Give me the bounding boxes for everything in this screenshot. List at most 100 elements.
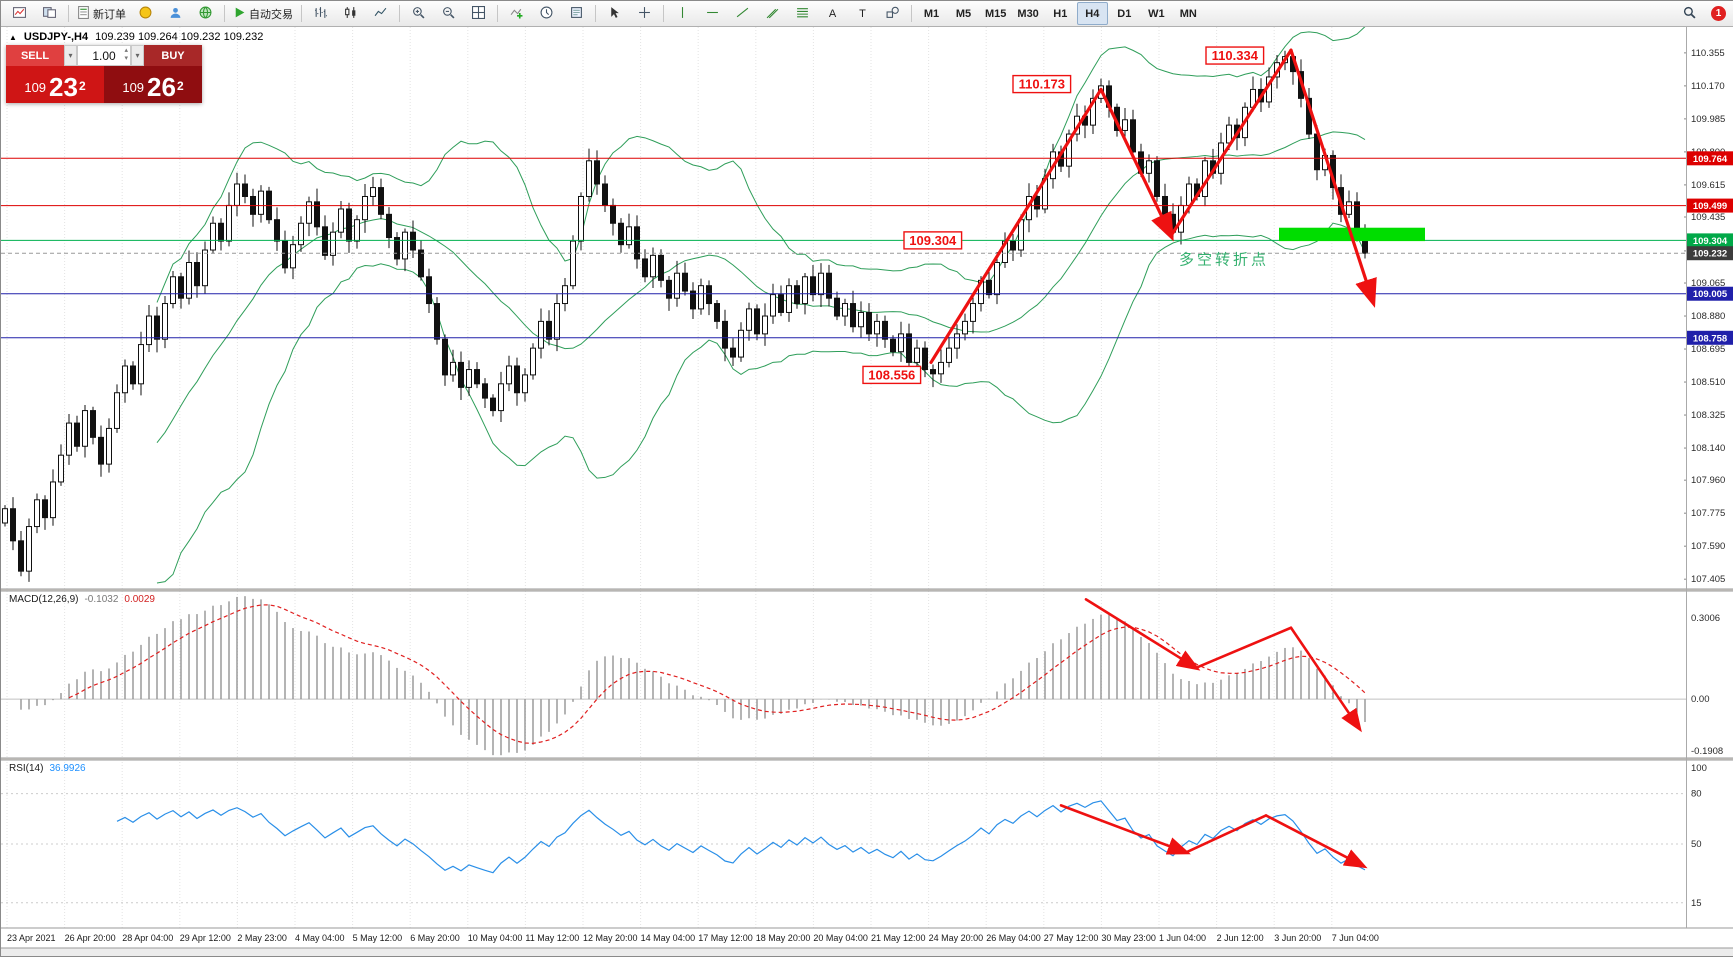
svg-text:109.615: 109.615: [1691, 180, 1725, 191]
notification-badge[interactable]: 1: [1711, 6, 1726, 21]
zoom-out-icon: [442, 6, 455, 22]
buy-price[interactable]: 109 26 2: [104, 66, 202, 103]
deposit-button[interactable]: [131, 2, 160, 25]
symbol-marker-icon: ▲: [9, 32, 17, 42]
tf-h1[interactable]: H1: [1045, 2, 1076, 25]
svg-text:108.556: 108.556: [868, 367, 915, 382]
tile-windows-button[interactable]: [464, 2, 493, 25]
candle-chart-button[interactable]: [336, 2, 365, 25]
macd-value-signal: 0.0029: [124, 594, 155, 605]
button-label: H1: [1053, 7, 1068, 20]
indicators-button[interactable]: [502, 2, 531, 25]
new-order-button[interactable]: 新订单: [73, 2, 130, 25]
svg-text:110.355: 110.355: [1691, 48, 1725, 59]
coin-icon: [139, 6, 152, 22]
trendline-button[interactable]: [728, 2, 757, 25]
community-button[interactable]: [161, 2, 190, 25]
line-chart-button[interactable]: [366, 2, 395, 25]
zoom-in-button[interactable]: [404, 2, 433, 25]
sell-price[interactable]: 109 23 2: [6, 66, 104, 103]
svg-text:2 Jun 12:00: 2 Jun 12:00: [1217, 933, 1264, 943]
tf-d1[interactable]: D1: [1109, 2, 1140, 25]
vertical-line-button[interactable]: [668, 2, 697, 25]
buy-dropdown[interactable]: ▾: [131, 45, 144, 66]
svg-text:-0.1908: -0.1908: [1691, 746, 1723, 757]
sell-dropdown[interactable]: ▾: [64, 45, 77, 66]
text-label-button[interactable]: T: [848, 2, 877, 25]
symbol-ohlc: 109.239 109.264 109.232 109.232: [95, 31, 264, 43]
button-label: 自动交易: [249, 8, 293, 21]
price-badge: [1687, 151, 1733, 166]
shapes-button[interactable]: [878, 2, 907, 25]
lot-decrease-button[interactable]: ▾: [124, 55, 128, 62]
tf-h4[interactable]: H4: [1076, 2, 1108, 25]
periods-button[interactable]: [532, 2, 561, 25]
fibonacci-button[interactable]: [788, 2, 817, 25]
svg-text:109.065: 109.065: [1691, 278, 1725, 289]
button-label: T: [859, 7, 866, 20]
button-label: M15: [985, 7, 1007, 20]
price-axis[interactable]: 110.355110.170109.985109.800109.615109.4…: [1684, 27, 1733, 928]
svg-text:14 May 04:00: 14 May 04:00: [641, 933, 696, 943]
svg-text:12 May 20:00: 12 May 20:00: [583, 933, 638, 943]
lot-increase-button[interactable]: ▴: [124, 47, 128, 54]
svg-text:107.775: 107.775: [1691, 508, 1725, 519]
horizontal-line-button[interactable]: [698, 2, 727, 25]
svg-text:26 Apr 20:00: 26 Apr 20:00: [65, 933, 116, 943]
tf-m5[interactable]: M5: [948, 2, 979, 25]
rsi-label: RSI(14) 36.9926: [9, 763, 86, 774]
time-axis[interactable]: 23 Apr 2021 26 Apr 20:00 28 Apr 04:00 29 Ap…: [1, 928, 1733, 948]
zoom-out-button[interactable]: [434, 2, 463, 25]
svg-text:10 May 04:00: 10 May 04:00: [468, 933, 523, 943]
svg-text:17 May 12:00: 17 May 12:00: [698, 933, 753, 943]
cursor-button[interactable]: [600, 2, 629, 25]
sell-button[interactable]: SELL: [6, 45, 64, 66]
tf-mn[interactable]: MN: [1173, 2, 1204, 25]
bar-chart-button[interactable]: [306, 2, 335, 25]
one-click-trading-panel: SELL ▾ 1.00 ▴ ▾ ▾ BUY 109 23 2 109 26 2: [6, 45, 202, 103]
svg-text:0.3006: 0.3006: [1691, 613, 1720, 624]
lot-size-input[interactable]: 1.00 ▴ ▾: [77, 45, 131, 66]
svg-text:29 Apr 12:00: 29 Apr 12:00: [180, 933, 231, 943]
svg-text:107.405: 107.405: [1691, 574, 1725, 585]
channel-button[interactable]: [758, 2, 787, 25]
horizontal-lines[interactable]: [1, 157, 1687, 339]
fibo-icon: [796, 6, 809, 22]
buy-button[interactable]: BUY: [144, 45, 202, 66]
templates-button[interactable]: [562, 2, 591, 25]
button-label: D1: [1117, 7, 1132, 20]
text-button[interactable]: A: [818, 2, 847, 25]
auto-trading-button[interactable]: 自动交易: [229, 2, 297, 25]
new-chart-button[interactable]: [5, 2, 34, 25]
tf-m15[interactable]: M15: [980, 2, 1011, 25]
svg-text:107.960: 107.960: [1691, 475, 1725, 486]
annotation-arrows[interactable]: 108.556 110.173 109.304 110.334 多空转折点: [862, 46, 1425, 385]
annotation-price-label: [862, 365, 922, 385]
symbol-name: USDJPY-,H4: [23, 31, 89, 43]
search-button[interactable]: [1675, 2, 1704, 25]
clock-icon: [540, 6, 553, 22]
svg-text:108.140: 108.140: [1691, 443, 1725, 454]
crosshair-button[interactable]: [630, 2, 659, 25]
linechart-icon: [374, 6, 387, 22]
price-badge: [1687, 233, 1733, 248]
tf-m1[interactable]: M1: [916, 2, 947, 25]
toolbar: 新订单 自动交易 A T M1 M5 M15 M30 H1 H4 D1 W1 MN 1: [1, 1, 1733, 27]
panel-separators[interactable]: [1, 27, 1733, 949]
shapes-icon: [886, 6, 899, 22]
market-button[interactable]: [191, 2, 220, 25]
svg-text:108.325: 108.325: [1691, 410, 1725, 421]
svg-text:26 May 04:00: 26 May 04:00: [986, 933, 1041, 943]
annotation-price-label: [1012, 74, 1072, 94]
tf-w1[interactable]: W1: [1141, 2, 1172, 25]
svg-text:20 May 04:00: 20 May 04:00: [813, 933, 868, 943]
hline-icon: [706, 6, 719, 22]
new-order-icon: [77, 5, 90, 22]
svg-text:3 Jun 20:00: 3 Jun 20:00: [1274, 933, 1321, 943]
svg-text:110.173: 110.173: [1019, 77, 1065, 92]
profiles-button[interactable]: [35, 2, 64, 25]
toolbar-separator: [399, 5, 400, 22]
tf-m30[interactable]: M30: [1012, 2, 1043, 25]
toolbar-separator: [911, 5, 912, 22]
